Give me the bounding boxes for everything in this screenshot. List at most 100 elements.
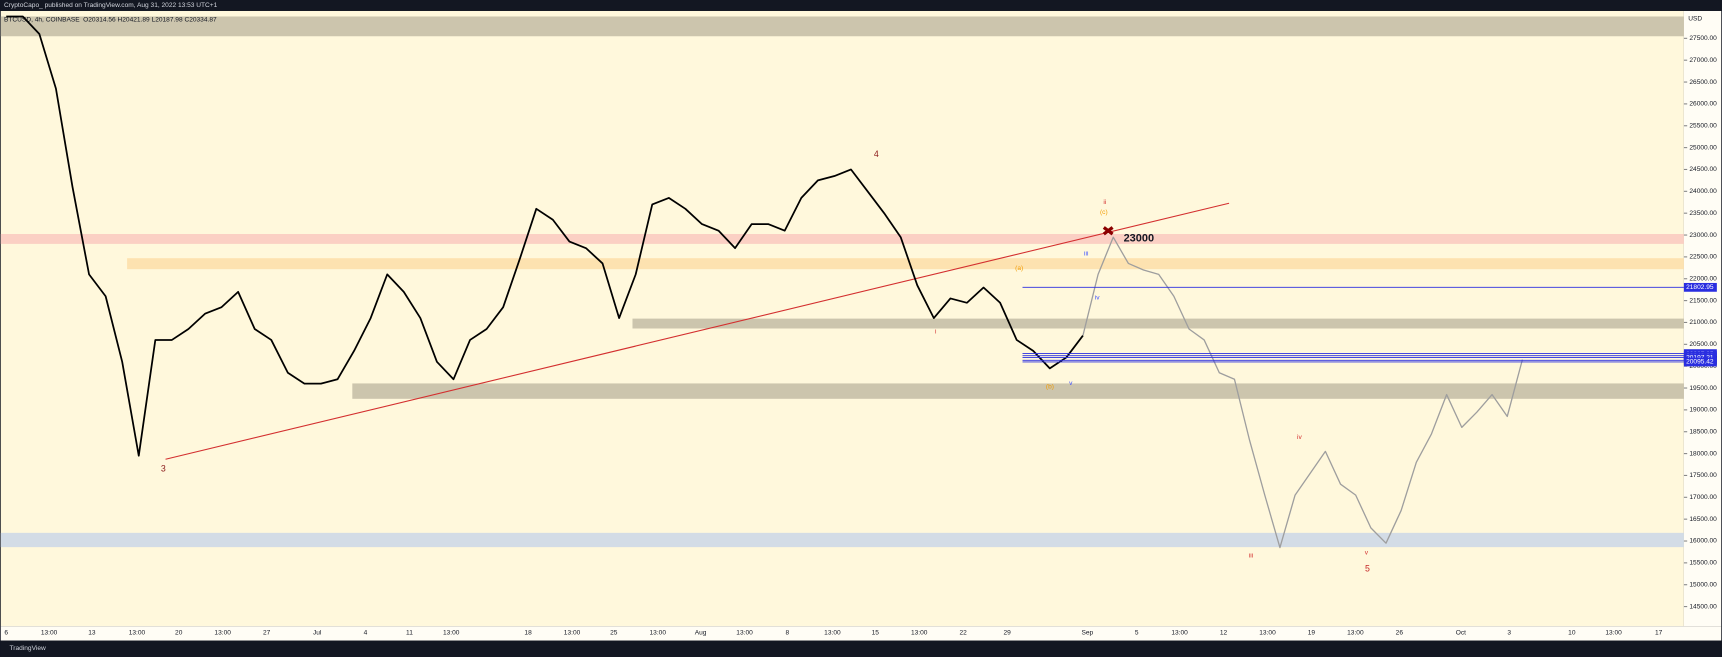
y-tick-label: 18000.00 bbox=[1689, 450, 1717, 457]
x-tick-label: 20 bbox=[175, 630, 183, 637]
wave-label: v bbox=[1069, 380, 1073, 387]
y-tick-label: 20500.00 bbox=[1689, 341, 1717, 348]
y-tick-label: 22000.00 bbox=[1689, 275, 1717, 282]
y-tick-label: 26000.00 bbox=[1689, 101, 1717, 108]
x-tick-label: 13:00 bbox=[1347, 630, 1364, 637]
price-tag-label: 20095.42 bbox=[1686, 359, 1714, 366]
price-line bbox=[6, 15, 1084, 457]
price-tag-label: 21802.95 bbox=[1686, 284, 1714, 291]
y-tick-label: 22500.00 bbox=[1689, 254, 1717, 261]
y-tick-label: 25000.00 bbox=[1689, 144, 1717, 151]
x-tick-label: 13:00 bbox=[214, 630, 231, 637]
y-tick-label: 23500.00 bbox=[1689, 210, 1717, 217]
zone bbox=[352, 383, 1684, 399]
y-tick-label: 18500.00 bbox=[1689, 428, 1717, 435]
x-tick-label: 29 bbox=[1003, 630, 1011, 637]
x-tick-label: 26 bbox=[1396, 630, 1404, 637]
x-tick-label: Aug bbox=[695, 630, 707, 637]
wave-label: 5 bbox=[1365, 563, 1370, 573]
y-tick-label: 20000.00 bbox=[1689, 363, 1717, 370]
target-marker bbox=[1102, 226, 1114, 236]
y-tick-label: 15500.00 bbox=[1689, 560, 1717, 567]
x-tick-label: Jul bbox=[313, 630, 322, 637]
wave-label: 23000 bbox=[1124, 232, 1155, 244]
x-tick-label: 25 bbox=[610, 630, 618, 637]
ohlc: O20314.56 H20421.89 L20187.98 C20334.87 bbox=[83, 17, 217, 24]
wave-label: (a) bbox=[1015, 265, 1023, 272]
currency: USD bbox=[1688, 15, 1702, 22]
x-tick-label: 18 bbox=[524, 630, 532, 637]
x-tick-label: Sep bbox=[1081, 630, 1093, 637]
wave-label: (c) bbox=[1100, 209, 1108, 216]
x-tick-label: 19 bbox=[1308, 630, 1316, 637]
y-tick-label: 19000.00 bbox=[1689, 407, 1717, 414]
x-tick-label: 17 bbox=[1655, 630, 1663, 637]
x-tick-label: 13:00 bbox=[443, 630, 460, 637]
price-tag bbox=[1683, 353, 1717, 362]
wave-label: ii bbox=[1103, 199, 1106, 206]
x-tick-label: 22 bbox=[960, 630, 968, 637]
x-tick-label: 13:00 bbox=[736, 630, 753, 637]
x-tick-label: 27 bbox=[263, 630, 271, 637]
x-tick-label: Oct bbox=[1456, 630, 1466, 637]
trendline bbox=[165, 202, 1230, 460]
y-tick-label: 24000.00 bbox=[1689, 188, 1717, 195]
x-tick-label: 10 bbox=[1568, 630, 1576, 637]
wave-label: 3 bbox=[161, 463, 166, 473]
wave-label: iv bbox=[1297, 434, 1302, 441]
y-tick-label: 14500.00 bbox=[1689, 603, 1717, 610]
wave-label: iii bbox=[1084, 251, 1089, 258]
wave-label: 4 bbox=[874, 149, 879, 159]
y-tick-label: 21000.00 bbox=[1689, 319, 1717, 326]
zone bbox=[0, 16, 1684, 37]
price-line bbox=[1082, 236, 1524, 549]
wave-label: (b) bbox=[1046, 383, 1054, 390]
x-tick-label: 13:00 bbox=[1171, 630, 1188, 637]
y-tick-label: 16500.00 bbox=[1689, 516, 1717, 523]
wave-label: v bbox=[1365, 549, 1369, 556]
x-tick-label: 5 bbox=[1135, 630, 1139, 637]
x-tick-label: 13:00 bbox=[911, 630, 928, 637]
x-tick-label: 13:00 bbox=[1605, 630, 1622, 637]
y-tick-label: 27500.00 bbox=[1689, 35, 1717, 42]
x-tick-label: 12 bbox=[1220, 630, 1228, 637]
zone bbox=[0, 532, 1684, 548]
x-tick-label: 13 bbox=[88, 630, 96, 637]
y-tick-label: 19500.00 bbox=[1689, 385, 1717, 392]
zone bbox=[127, 258, 1684, 270]
x-tick-label: 8 bbox=[786, 630, 790, 637]
x-tick-label: 11 bbox=[406, 630, 413, 637]
time-axis bbox=[0, 626, 1722, 641]
x-tick-label: 13:00 bbox=[41, 630, 58, 637]
price-tag bbox=[1683, 357, 1717, 367]
x-tick-label: 13:00 bbox=[824, 630, 841, 637]
y-tick-label: 23000.00 bbox=[1689, 232, 1717, 239]
y-tick-label: 25500.00 bbox=[1689, 122, 1717, 129]
y-tick-label: 26500.00 bbox=[1689, 79, 1717, 86]
y-tick-label: 27000.00 bbox=[1689, 57, 1717, 64]
y-tick-label: 24500.00 bbox=[1689, 166, 1717, 173]
price-tag bbox=[1683, 282, 1717, 292]
price-axis bbox=[1683, 10, 1722, 627]
x-tick-label: 3 bbox=[1507, 630, 1511, 637]
x-tick-label: 15 bbox=[872, 630, 880, 637]
x-tick-label: 13:00 bbox=[1259, 630, 1276, 637]
zone bbox=[632, 318, 1684, 329]
wave-label: iii bbox=[1249, 553, 1254, 560]
y-tick-label: 21500.00 bbox=[1689, 297, 1717, 304]
x-tick-label: 6 bbox=[4, 630, 8, 637]
footer: TradingView bbox=[10, 645, 46, 652]
x-tick-label: 13:00 bbox=[129, 630, 146, 637]
y-tick-label: 15000.00 bbox=[1689, 581, 1717, 588]
y-tick-label: 17000.00 bbox=[1689, 494, 1717, 501]
x-tick-label: 13:00 bbox=[564, 630, 581, 637]
wave-label: iv bbox=[1095, 294, 1100, 301]
publisher: CryptoCapo_ published on TradingView.com… bbox=[4, 2, 218, 9]
wave-label: i bbox=[935, 329, 937, 336]
x-tick-label: 4 bbox=[364, 630, 368, 637]
symbol: BTCUSD, 4h, COINBASE bbox=[4, 17, 80, 24]
zone bbox=[0, 234, 1684, 244]
y-tick-label: 17500.00 bbox=[1689, 472, 1717, 479]
